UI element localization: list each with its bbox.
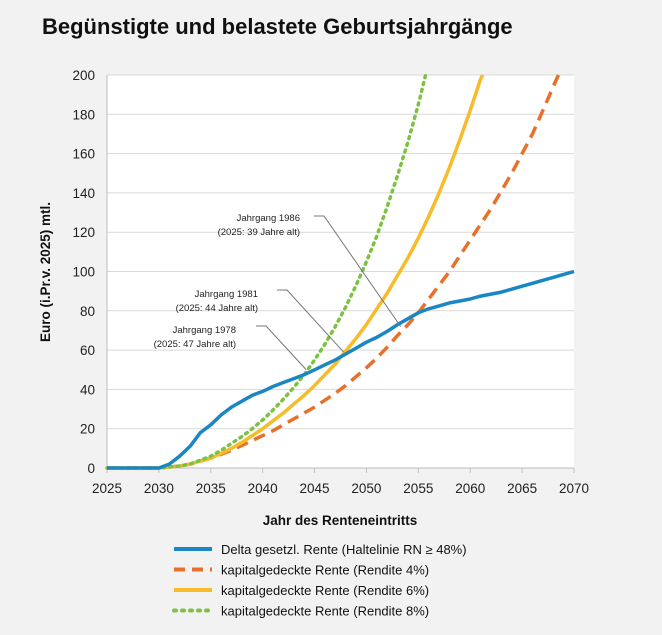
x-axis-label: Jahr des Renteneintritts (263, 513, 418, 528)
y-tick-label: 40 (80, 382, 95, 397)
chart-title: Begünstigte und belastete Geburtsjahrgän… (42, 14, 513, 39)
x-tick-label: 2060 (455, 481, 485, 496)
y-tick-label: 180 (72, 107, 95, 122)
y-tick-label: 100 (72, 265, 95, 280)
legend: Delta gesetzl. Rente (Haltelinie RN ≥ 48… (172, 542, 467, 619)
annotation-leader-line (277, 289, 344, 353)
annotation-sublabel: (2025: 47 Jahre alt) (154, 339, 236, 350)
annotations: Jahrgang 1986 (2025: 39 Jahre alt) Jahrgan… (154, 213, 402, 371)
legend-label: kapitalgedeckte Rente (Rendite 4%) (221, 563, 429, 578)
x-tick-label: 2025 (92, 481, 122, 496)
series-line-rendite-8 (105, 73, 428, 470)
legend-label: kapitalgedeckte Rente (Rendite 8%) (221, 604, 429, 619)
annotation-label: Jahrgang 1978 (173, 325, 236, 336)
legend-label: kapitalgedeckte Rente (Rendite 6%) (221, 583, 429, 598)
x-tick-label: 2070 (559, 481, 589, 496)
y-tick-label: 140 (72, 186, 95, 201)
annotation-label: Jahrgang 1981 (195, 289, 258, 300)
annotation-label: Jahrgang 1986 (237, 213, 300, 224)
x-tick-label: 2040 (248, 481, 278, 496)
x-axis-ticks: 2025 2030 2035 2040 2045 2050 2055 2060 2065 2070 (92, 468, 589, 496)
x-tick-label: 2035 (196, 481, 226, 496)
y-tick-label: 0 (87, 461, 95, 476)
y-axis-ticks: 0 20 40 60 80 100 120 140 160 180 200 (72, 68, 95, 476)
grid-lines (106, 74, 574, 469)
y-tick-label: 200 (72, 68, 95, 83)
annotation-leader-line (256, 325, 307, 371)
y-tick-label: 160 (72, 147, 95, 162)
annotation-sublabel: (2025: 44 Jahre alt) (176, 303, 258, 314)
legend-label: Delta gesetzl. Rente (Haltelinie RN ≥ 48… (221, 542, 467, 557)
annotation-sublabel: (2025: 39 Jahre alt) (218, 227, 300, 238)
y-tick-label: 60 (80, 343, 95, 358)
series-lines (105, 73, 575, 470)
x-tick-label: 2055 (403, 481, 433, 496)
series-line-rendite-4 (107, 74, 561, 470)
x-tick-label: 2030 (144, 481, 174, 496)
x-tick-label: 2065 (507, 481, 537, 496)
series-line-delta-gesetzl-rente (107, 269, 575, 470)
x-tick-label: 2045 (300, 481, 330, 496)
y-tick-label: 120 (72, 225, 95, 240)
x-tick-label: 2050 (351, 481, 381, 496)
y-tick-label: 20 (80, 422, 95, 437)
y-tick-label: 80 (80, 304, 95, 319)
annotation-leader-line (314, 215, 402, 327)
y-axis-label: Euro (i.Pr.v. 2025) mtl. (38, 202, 53, 342)
